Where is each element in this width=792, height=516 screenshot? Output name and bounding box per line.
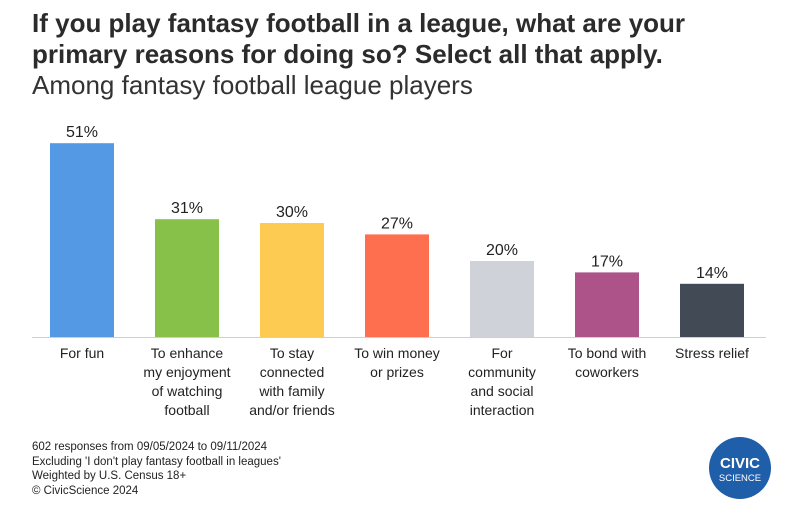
data-label: 31% bbox=[171, 200, 203, 217]
data-label: 17% bbox=[591, 253, 623, 270]
footnote-weighting: Weighted by U.S. Census 18+ bbox=[32, 470, 187, 482]
chart-title: If you play fantasy football in a league… bbox=[32, 8, 686, 69]
bar bbox=[470, 261, 534, 337]
bar bbox=[50, 143, 114, 337]
bar-chart: 51% For fun 31% To enhance my enjoyment of wa… bbox=[32, 124, 766, 418]
footnotes: 602 responses from 09/05/2024 to 09/11/2… bbox=[32, 440, 281, 498]
logo-line2: SCIENCE bbox=[719, 473, 761, 484]
bar bbox=[575, 272, 639, 337]
logo-line1: CIVIC bbox=[720, 455, 760, 472]
bar bbox=[365, 234, 429, 337]
category-label: For community and social interaction bbox=[468, 345, 536, 418]
bar bbox=[680, 283, 744, 337]
bar bbox=[260, 223, 324, 337]
category-label: To bond with coworkers bbox=[568, 345, 647, 380]
bar bbox=[155, 219, 219, 337]
data-label: 30% bbox=[276, 204, 308, 221]
footnote-responses: 602 responses from 09/05/2024 to 09/11/2… bbox=[32, 441, 268, 453]
category-label: To enhance my enjoyment of watching footbal… bbox=[143, 345, 230, 418]
data-label: 14% bbox=[696, 265, 728, 282]
category-label: To stay connected with family and/or friend… bbox=[249, 345, 335, 418]
category-label: Stress relief bbox=[675, 345, 749, 361]
data-label: 27% bbox=[381, 215, 413, 232]
category-label: To win money or prizes bbox=[354, 345, 440, 380]
data-label: 51% bbox=[66, 124, 98, 141]
chart-subtitle: Among fantasy football league players bbox=[32, 70, 473, 100]
footnote-copyright: © CivicScience 2024 bbox=[32, 484, 139, 497]
civicscience-logo: CIVIC SCIENCE bbox=[709, 437, 771, 499]
footnote-exclusion: Excluding 'I don't play fantasy football… bbox=[32, 455, 281, 468]
data-label: 20% bbox=[486, 242, 518, 259]
category-label: For fun bbox=[60, 345, 104, 361]
